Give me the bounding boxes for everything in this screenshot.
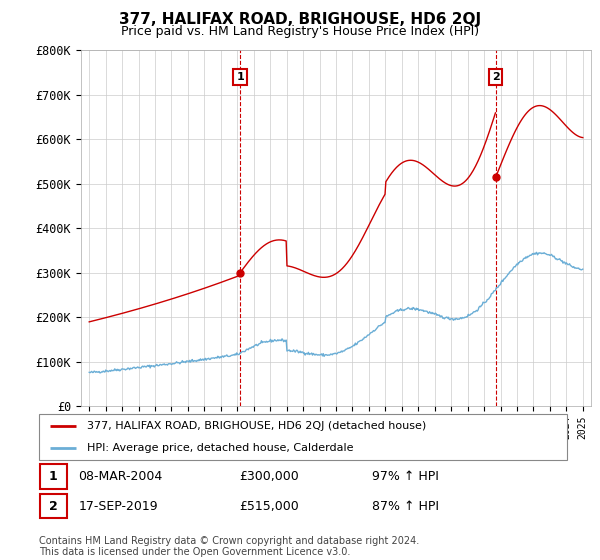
Text: £300,000: £300,000 [239, 470, 299, 483]
Bar [40, 464, 67, 489]
Text: 17-SEP-2019: 17-SEP-2019 [79, 500, 158, 513]
Text: £515,000: £515,000 [239, 500, 299, 513]
Text: 2: 2 [49, 500, 58, 513]
Text: 377, HALIFAX ROAD, BRIGHOUSE, HD6 2QJ: 377, HALIFAX ROAD, BRIGHOUSE, HD6 2QJ [119, 12, 481, 27]
Text: 87% ↑ HPI: 87% ↑ HPI [371, 500, 439, 513]
Text: 08-MAR-2004: 08-MAR-2004 [79, 470, 163, 483]
Text: HPI: Average price, detached house, Calderdale: HPI: Average price, detached house, Cald… [86, 444, 353, 454]
Bar [40, 494, 67, 519]
Text: 1: 1 [49, 470, 58, 483]
Text: 377, HALIFAX ROAD, BRIGHOUSE, HD6 2QJ (detached house): 377, HALIFAX ROAD, BRIGHOUSE, HD6 2QJ (d… [86, 421, 426, 431]
Text: Contains HM Land Registry data © Crown copyright and database right 2024.
This d: Contains HM Land Registry data © Crown c… [39, 535, 419, 557]
Text: 97% ↑ HPI: 97% ↑ HPI [371, 470, 439, 483]
Text: 1: 1 [236, 72, 244, 82]
Text: 2: 2 [492, 72, 500, 82]
Text: Price paid vs. HM Land Registry's House Price Index (HPI): Price paid vs. HM Land Registry's House … [121, 25, 479, 38]
